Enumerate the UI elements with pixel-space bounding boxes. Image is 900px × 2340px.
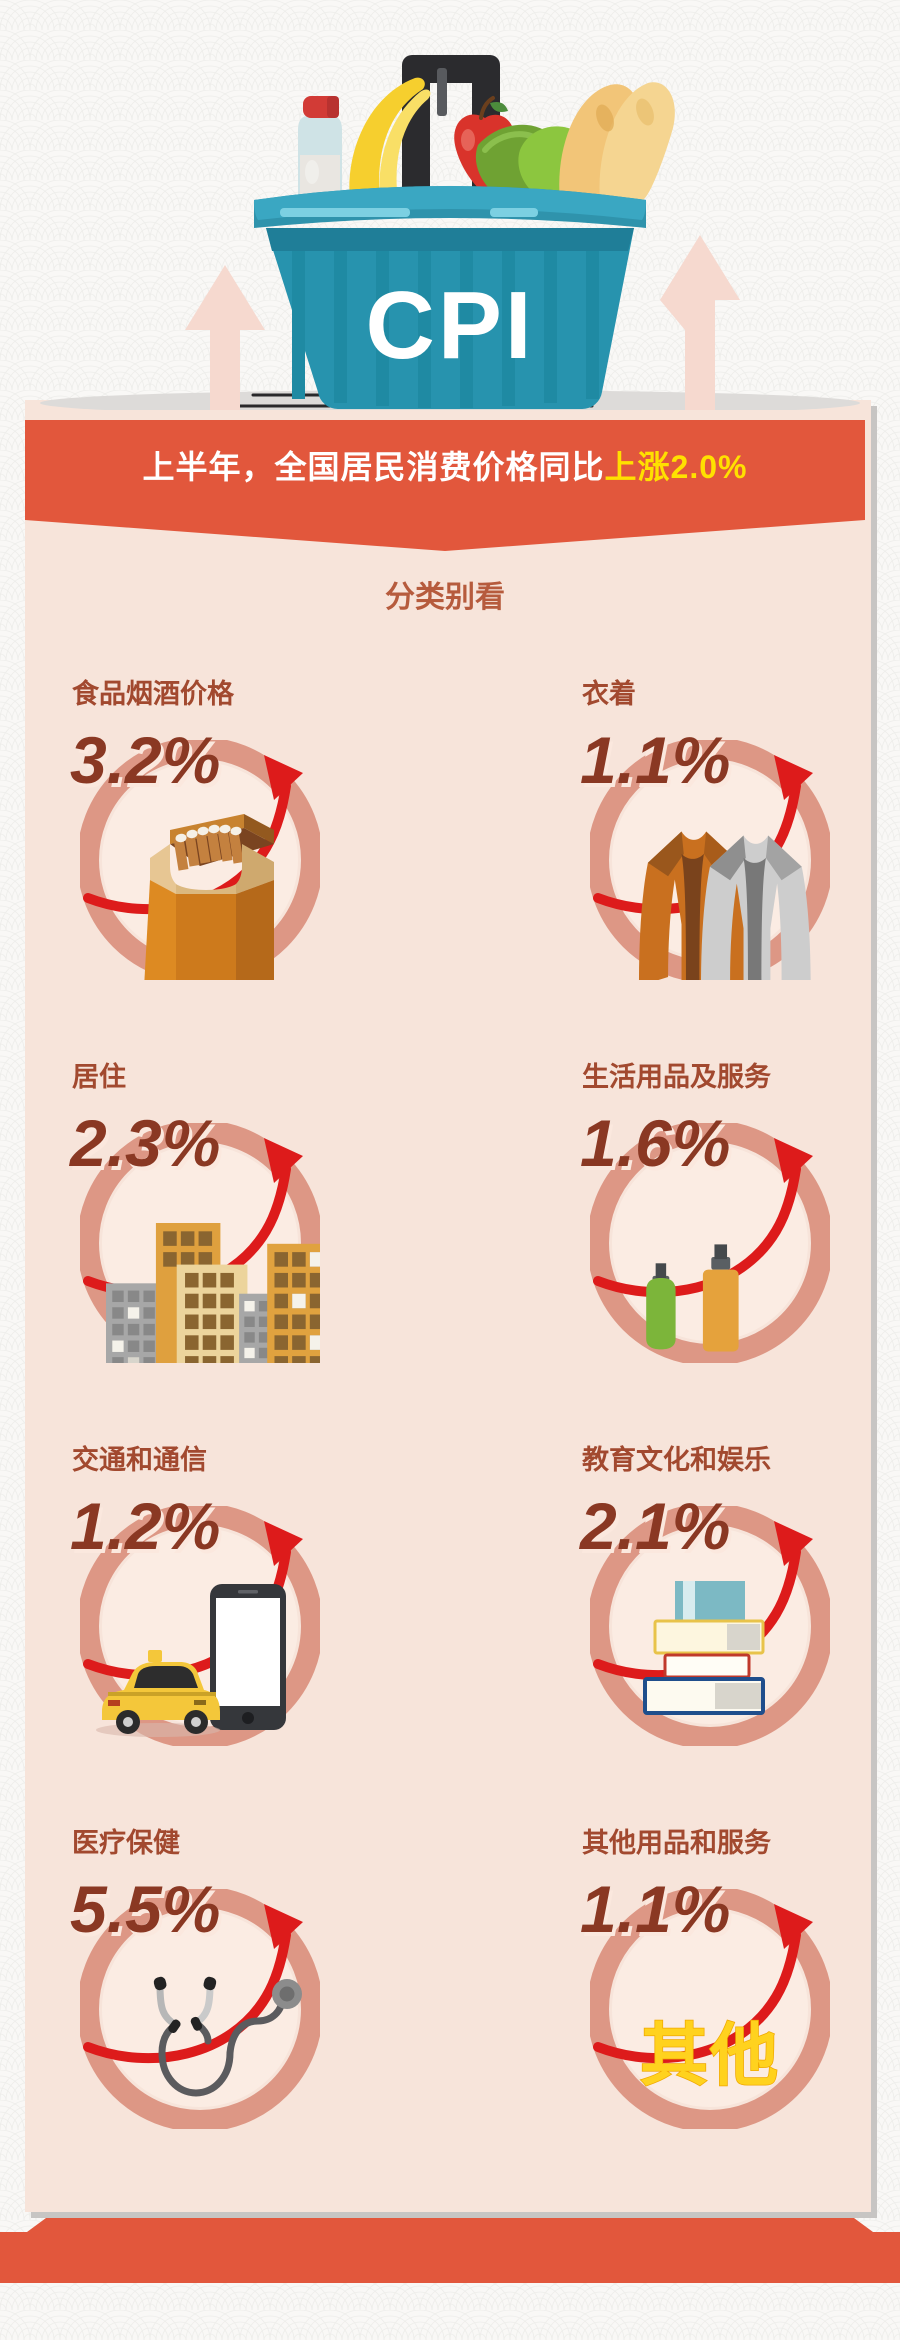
svg-text:其他: 其他 (640, 2018, 780, 2094)
svg-text:CPI: CPI (365, 272, 534, 379)
